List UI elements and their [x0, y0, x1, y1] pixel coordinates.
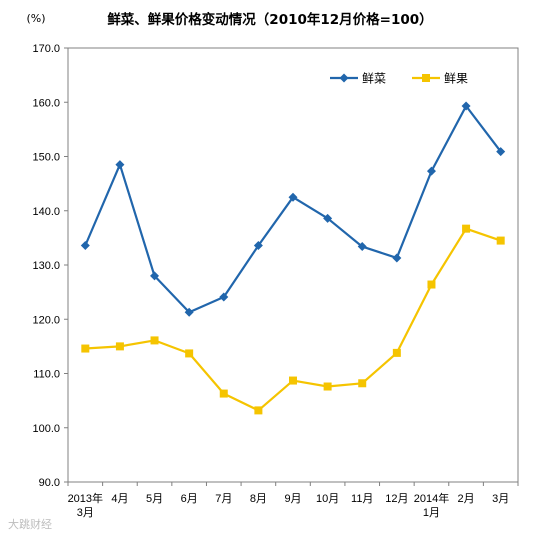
data-point-1	[392, 348, 401, 357]
watermark-text: 大跳财经	[8, 517, 52, 531]
x-tick-label: 7月	[215, 493, 232, 505]
x-tick-label: 2014年	[414, 491, 449, 505]
data-point-0	[496, 147, 506, 157]
data-point-1	[150, 336, 159, 345]
data-point-0	[150, 271, 160, 281]
data-point-0	[184, 307, 194, 317]
y-tick-label: 120.0	[32, 314, 60, 326]
x-tick-label: 2013年	[68, 491, 103, 505]
y-tick-label: 100.0	[32, 423, 60, 435]
data-point-1	[496, 236, 505, 245]
data-point-0	[323, 213, 333, 223]
x-tick-label: 6月	[181, 493, 198, 505]
x-tick-label: 3月	[492, 493, 509, 505]
x-tick-label: 10月	[316, 493, 339, 505]
x-tick-label: 3月	[77, 507, 94, 519]
data-point-0	[461, 101, 471, 111]
x-tick-label: 4月	[111, 493, 128, 505]
x-tick-label: 12月	[385, 493, 408, 505]
data-point-1	[219, 389, 228, 398]
data-point-0	[357, 242, 367, 252]
data-point-1	[185, 349, 194, 358]
y-tick-label: 90.0	[39, 477, 60, 489]
data-point-0	[253, 240, 263, 250]
x-tick-label: 8月	[250, 493, 267, 505]
data-point-1	[254, 406, 263, 415]
y-tick-label: 140.0	[32, 206, 60, 218]
series-line-0	[84, 104, 502, 314]
plot-border	[67, 47, 519, 483]
data-point-1	[462, 224, 471, 233]
y-tick-label: 170.0	[32, 43, 60, 55]
data-point-0	[392, 253, 402, 263]
data-point-1	[81, 344, 90, 353]
legend-marker-1	[422, 74, 430, 82]
legend-marker-0	[339, 73, 349, 83]
y-tick-label: 150.0	[32, 152, 60, 164]
data-point-1	[427, 280, 436, 289]
chart-title: 鲜菜、鲜果价格变动情况（2010年12月价格=100）	[107, 11, 432, 28]
data-point-0	[115, 160, 125, 170]
x-tick-label: 11月	[351, 493, 373, 505]
y-tick-label: 130.0	[32, 260, 60, 272]
x-tick-label: 5月	[146, 493, 163, 505]
x-tick-label: 9月	[284, 493, 301, 505]
data-point-1	[358, 379, 367, 388]
data-point-0	[288, 192, 298, 202]
x-tick-label: 2月	[458, 493, 475, 505]
legend-label-0: 鲜菜	[362, 72, 386, 86]
plot-area: 90.0 100.0 110.0 120.0 130.0 140.0 150.0 160.0 1…	[32, 43, 519, 519]
data-point-1	[115, 342, 124, 351]
x-tick-label: 1月	[423, 507, 440, 519]
y-tick-label: 110.0	[33, 369, 60, 381]
data-point-0	[426, 166, 436, 176]
data-point-1	[289, 376, 297, 385]
data-point-1	[323, 382, 332, 391]
y-tick-label: 160.0	[32, 97, 60, 109]
y-unit-label: (%)	[26, 12, 45, 25]
legend-label-1: 鲜果	[444, 72, 468, 86]
data-point-0	[80, 240, 90, 250]
data-point-0	[219, 292, 229, 302]
